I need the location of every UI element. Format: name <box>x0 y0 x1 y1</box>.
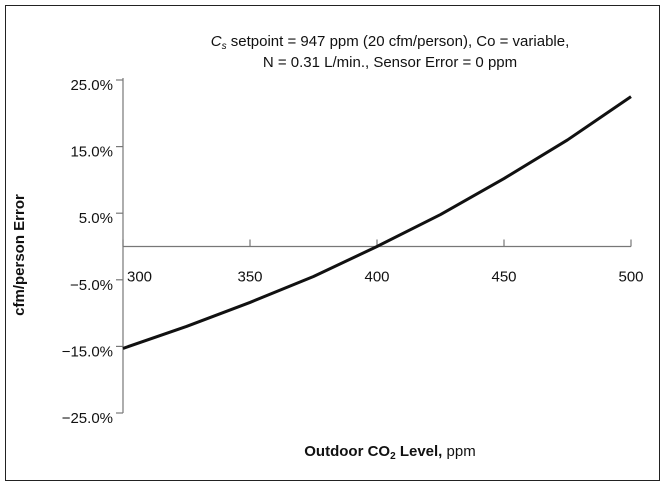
x-tick-label: 500 <box>618 268 643 285</box>
y-tick-label: −15.0% <box>62 343 113 360</box>
frame <box>5 5 660 481</box>
x-tick-label: 350 <box>237 268 262 285</box>
x-tick-label: 300 <box>127 268 152 285</box>
y-tick-label: −5.0% <box>70 277 113 294</box>
y-axis-label: cfm/person Error <box>11 194 28 316</box>
x-axis-label: Outdoor CO2 Level, ppm <box>304 443 475 462</box>
chart-title: Cs setpoint = 947 ppm (20 cfm/person), C… <box>211 33 570 52</box>
y-tick-label: 25.0% <box>70 77 113 94</box>
x-tick-label: 450 <box>491 268 516 285</box>
chart-subtitle: N = 0.31 L/min., Sensor Error = 0 ppm <box>263 54 517 71</box>
data-line <box>122 95 632 350</box>
y-tick-label: −25.0% <box>62 410 113 427</box>
y-tick-label: 15.0% <box>70 144 113 161</box>
x-tick-label: 400 <box>364 268 389 285</box>
y-tick-label: 5.0% <box>79 210 113 227</box>
